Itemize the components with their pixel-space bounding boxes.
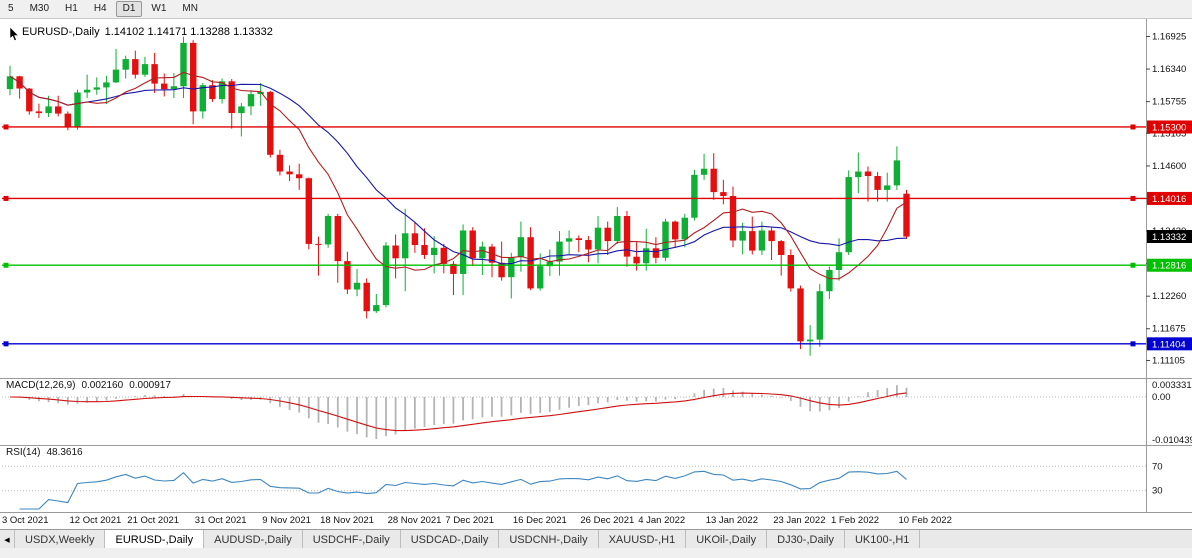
svg-text:1.13332: 1.13332 <box>1152 232 1186 243</box>
rsi-pane: 70 30 <box>2 461 1163 510</box>
rsi-value: 48.3616 <box>46 447 83 458</box>
svg-text:0.00: 0.00 <box>1152 392 1171 403</box>
timeframe-button-mn[interactable]: MN <box>182 3 198 14</box>
symbol-tabbar: ◀ USDX,Weekly EURUSD-,Daily AUDUSD-,Daily U… <box>0 529 1192 549</box>
tab-usdx-weekly[interactable]: USDX,Weekly <box>15 530 106 549</box>
price-badge-1.14016 <box>1147 191 1192 205</box>
timeframe-button-5[interactable]: 5 <box>8 3 14 14</box>
svg-text:16 Dec 2021: 16 Dec 2021 <box>513 515 567 526</box>
price-badge-1.15300 <box>1147 120 1192 134</box>
svg-text:-0.010439: -0.010439 <box>1152 435 1192 446</box>
svg-text:1.15300: 1.15300 <box>1152 122 1186 133</box>
tab-usdchf-daily[interactable]: USDCHF-,Daily <box>302 530 401 549</box>
timeframe-button-h4[interactable]: H4 <box>93 3 107 14</box>
price-badge-1.12816 <box>1147 258 1192 272</box>
svg-text:26 Dec 2021: 26 Dec 2021 <box>580 515 634 526</box>
timeframe-button-w1[interactable]: W1 <box>151 3 167 14</box>
svg-text:13 Jan 2022: 13 Jan 2022 <box>706 515 758 526</box>
svg-text:0.003331: 0.003331 <box>1152 380 1192 391</box>
tab-eurusd-daily[interactable]: EURUSD-,Daily <box>105 530 205 549</box>
tab-xauusd-h1[interactable]: XAUUSD-,H1 <box>598 530 687 549</box>
svg-text:18 Nov 2021: 18 Nov 2021 <box>320 515 374 526</box>
chart-title: EURUSD-,Daily 1.14102 1.14171 1.13288 1.1… <box>22 26 278 38</box>
svg-text:28 Nov 2021: 28 Nov 2021 <box>388 515 442 526</box>
svg-text:3 Oct 2021: 3 Oct 2021 <box>2 515 48 526</box>
svg-text:1.15185: 1.15185 <box>1152 128 1186 139</box>
svg-text:70: 70 <box>1152 461 1163 472</box>
macd-name: MACD(12,26,9) <box>6 380 76 391</box>
tab-usdcnh-daily[interactable]: USDCNH-,Daily <box>499 530 599 549</box>
svg-text:9 Nov 2021: 9 Nov 2021 <box>262 515 311 526</box>
tab-scroll-left-button[interactable]: ◀ <box>0 530 15 549</box>
svg-text:1 Feb 2022: 1 Feb 2022 <box>831 515 879 526</box>
timeframe-button-h1[interactable]: H1 <box>65 3 78 14</box>
axes[interactable]: 1.16925 1.16340 1.15755 1.15185 1.14600 1.140… <box>0 19 1192 526</box>
svg-text:21 Oct 2021: 21 Oct 2021 <box>127 515 179 526</box>
tab-usdcad-daily[interactable]: USDCAD-,Daily <box>400 530 500 549</box>
timeframe-toolbar: 5 M30 H1 H4 D1 W1 MN <box>0 0 1192 19</box>
macd-indicator-label: MACD(12,26,9) 0.002160 0.000917 <box>6 380 177 391</box>
symbol-tabs: USDX,Weekly EURUSD-,Daily AUDUSD-,Daily USD… <box>15 530 921 549</box>
svg-text:10 Feb 2022: 10 Feb 2022 <box>899 515 952 526</box>
tab-dj30-daily[interactable]: DJ30-,Daily <box>767 530 845 549</box>
svg-text:1.14600: 1.14600 <box>1152 161 1186 172</box>
svg-text:30: 30 <box>1152 486 1163 497</box>
svg-text:1.12260: 1.12260 <box>1152 291 1186 302</box>
svg-text:1.12816: 1.12816 <box>1152 261 1186 272</box>
support-resistance-lines[interactable] <box>2 124 1146 347</box>
mouse-cursor-icon <box>9 26 21 47</box>
rsi-indicator-label: RSI(14) 48.3616 <box>6 447 89 458</box>
macd-signal-value: 0.000917 <box>129 380 171 391</box>
svg-text:1.14016: 1.14016 <box>1152 194 1186 205</box>
price-badge-1.11404 <box>1147 337 1192 351</box>
svg-text:1.15755: 1.15755 <box>1152 97 1186 108</box>
window-bottom-edge <box>0 548 1192 558</box>
chart-canvas[interactable]: 70301.169251.163401.157551.151851.146001… <box>0 19 1192 529</box>
svg-text:1.16340: 1.16340 <box>1152 64 1186 75</box>
svg-text:1.16925: 1.16925 <box>1152 32 1186 43</box>
svg-text:4 Jan 2022: 4 Jan 2022 <box>638 515 685 526</box>
tab-ukoil-daily[interactable]: UKOil-,Daily <box>686 530 768 549</box>
timeframe-button-d1[interactable]: D1 <box>115 1 143 17</box>
current-price-badge <box>1147 230 1192 244</box>
chart-ohlc-values: 1.14102 1.14171 1.13288 1.13332 <box>104 26 273 38</box>
macd-main-value: 0.002160 <box>81 380 124 391</box>
svg-text:31 Oct 2021: 31 Oct 2021 <box>195 515 247 526</box>
macd-pane <box>2 385 1146 439</box>
rsi-name: RSI(14) <box>6 447 41 458</box>
svg-text:1.11404: 1.11404 <box>1152 339 1186 350</box>
svg-text:12 Oct 2021: 12 Oct 2021 <box>70 515 122 526</box>
chart-symbol-label: EURUSD-,Daily <box>22 26 100 38</box>
tab-audusd-daily[interactable]: AUDUSD-,Daily <box>204 530 303 549</box>
timeframe-button-m30[interactable]: M30 <box>29 3 50 14</box>
tab-uk100-h1[interactable]: UK100-,H1 <box>844 530 921 549</box>
chart-area[interactable]: 70 30 1.16925 1.16340 1.15755 1.15185 1.14600 1… <box>0 19 1192 529</box>
svg-text:7 Dec 2021: 7 Dec 2021 <box>445 515 494 526</box>
svg-text:1.11105: 1.11105 <box>1152 355 1185 366</box>
moving-averages <box>9 71 907 280</box>
svg-text:23 Jan 2022: 23 Jan 2022 <box>773 515 825 526</box>
svg-text:1.11675: 1.11675 <box>1152 324 1186 335</box>
